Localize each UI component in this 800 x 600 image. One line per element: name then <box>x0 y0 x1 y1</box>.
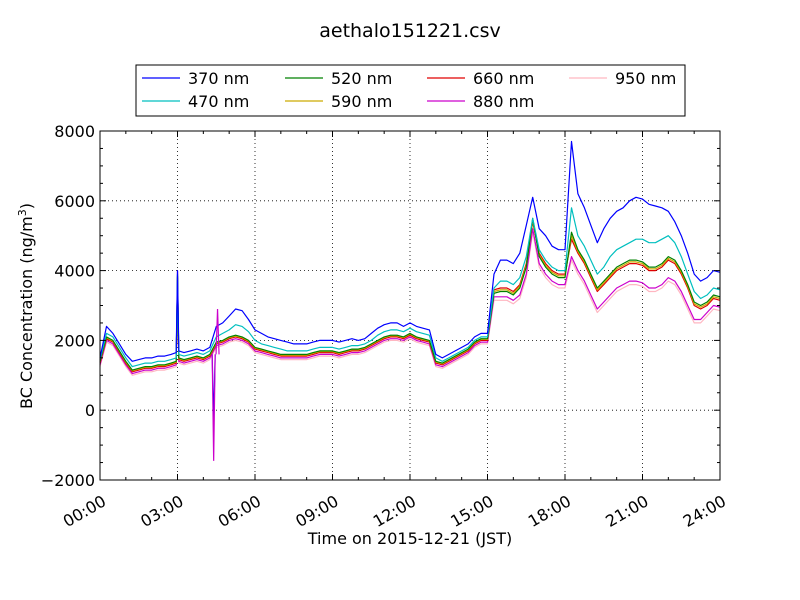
y-axis-label-main: BC Concentration (ng/m <box>17 216 36 409</box>
y-axis-label-end: ) <box>17 203 36 209</box>
y-tick-label: 8000 <box>54 122 95 141</box>
legend-label: 660 nm <box>473 69 534 88</box>
y-axis-label: BC Concentration (ng/m3) <box>16 203 36 409</box>
x-axis-label: Time on 2015-12-21 (JST) <box>307 529 512 548</box>
y-tick-label: 4000 <box>54 262 95 281</box>
series-line-370-nm <box>99 140 721 362</box>
axis-ticks <box>99 130 721 481</box>
series-line-590-nm <box>99 219 721 372</box>
y-axis-label-superscript: 3 <box>16 209 29 216</box>
y-tick-label: 0 <box>85 401 95 420</box>
legend-label: 950 nm <box>615 69 676 88</box>
legend-box <box>135 64 686 117</box>
series-lines <box>99 140 721 461</box>
series-spike-880-nm <box>215 308 220 355</box>
legend-label: 520 nm <box>331 69 392 88</box>
y-tick-label: −2000 <box>41 471 95 490</box>
series-line-470-nm <box>99 207 721 368</box>
y-tick-label: 2000 <box>54 331 95 350</box>
series-line-950-nm <box>99 231 721 376</box>
y-tick-labels: −2000 0 2000 4000 6000 8000 <box>41 122 95 490</box>
legend-label: 470 nm <box>188 92 249 111</box>
y-tick-label: 6000 <box>54 192 95 211</box>
legend-label: 880 nm <box>473 92 534 111</box>
legend-label: 590 nm <box>331 92 392 111</box>
series-spike-880-nm <box>211 354 216 461</box>
legend-label: 370 nm <box>188 69 249 88</box>
series-line-520-nm <box>99 217 721 371</box>
series-line-660-nm <box>99 221 721 373</box>
legend: 370 nm 470 nm 520 nm 590 nm 660 nm 880 nm 950 … <box>135 64 686 117</box>
series-line-880-nm <box>99 228 721 375</box>
chart-title: aethalo151221.csv <box>319 20 501 42</box>
